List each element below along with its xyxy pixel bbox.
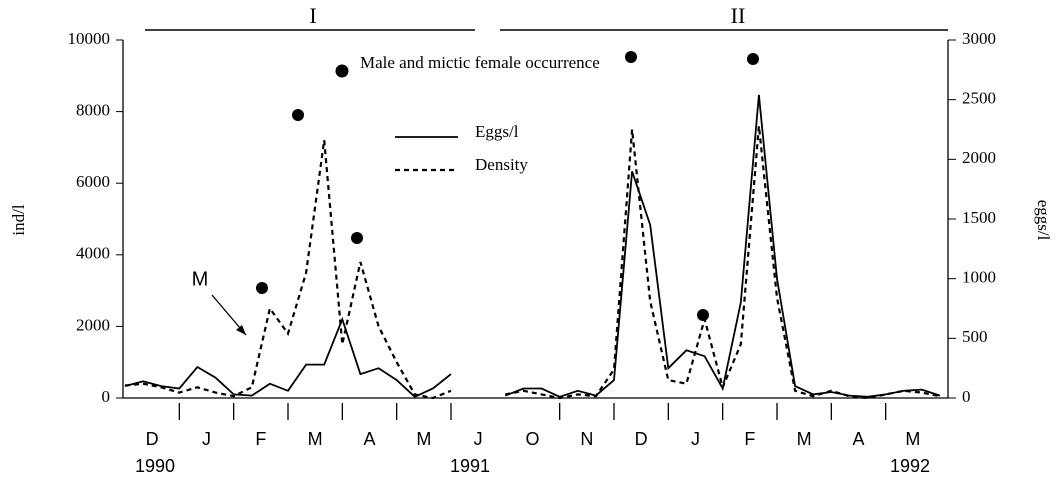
x-tick-label: M: [308, 429, 323, 449]
year-label: 1990: [135, 456, 175, 476]
x-tick-label: D: [635, 429, 648, 449]
year-label: 1992: [890, 456, 930, 476]
legend-label: Eggs/l: [475, 122, 519, 141]
x-tick-label: A: [363, 429, 375, 449]
occurrence-dot: [256, 282, 268, 294]
x-tick-label: F: [255, 429, 266, 449]
x-tick-label: F: [744, 429, 755, 449]
year-label: 1991: [450, 456, 490, 476]
x-tick-label: J: [474, 429, 483, 449]
y2-tick-label: 1000: [962, 268, 996, 287]
y-tick-label: 2000: [76, 315, 110, 334]
legend-label: Density: [475, 155, 528, 174]
x-tick-label: N: [580, 429, 593, 449]
y2-tick-label: 0: [962, 387, 971, 406]
marker-legend-text: Male and mictic female occurrence: [360, 53, 600, 72]
y2-tick-label: 3000: [962, 29, 996, 48]
y-tick-label: 0: [102, 387, 111, 406]
occurrence-dot: [625, 51, 637, 63]
y2-axis-label: eggs/l: [1034, 200, 1053, 241]
occurrence-dot: [747, 53, 759, 65]
y-tick-label: 10000: [68, 29, 111, 48]
x-tick-label: J: [202, 429, 211, 449]
y-tick-label: 6000: [76, 172, 110, 191]
y2-tick-label: 500: [962, 327, 988, 346]
y-tick-label: 4000: [76, 244, 110, 263]
y2-tick-label: 2000: [962, 148, 996, 167]
x-tick-label: D: [146, 429, 159, 449]
y2-tick-label: 2500: [962, 89, 996, 108]
series-line: [124, 94, 941, 398]
x-tick-label: M: [905, 429, 920, 449]
occurrence-dot: [292, 109, 304, 121]
arrow-label: M: [192, 268, 209, 290]
y2-tick-label: 1500: [962, 208, 996, 227]
arrow-head: [236, 325, 246, 335]
season-label: I: [309, 3, 316, 28]
occurrence-dot: [697, 309, 709, 321]
x-tick-label: J: [691, 429, 700, 449]
series-line: [124, 125, 941, 400]
x-tick-label: M: [797, 429, 812, 449]
x-tick-label: M: [416, 429, 431, 449]
y-axis-label: ind/l: [9, 204, 28, 235]
y-tick-label: 8000: [76, 101, 110, 120]
season-label: II: [731, 3, 746, 28]
occurrence-dot: [351, 232, 363, 244]
x-tick-label: O: [525, 429, 539, 449]
marker-legend-dot: [335, 64, 349, 78]
x-tick-label: A: [852, 429, 864, 449]
